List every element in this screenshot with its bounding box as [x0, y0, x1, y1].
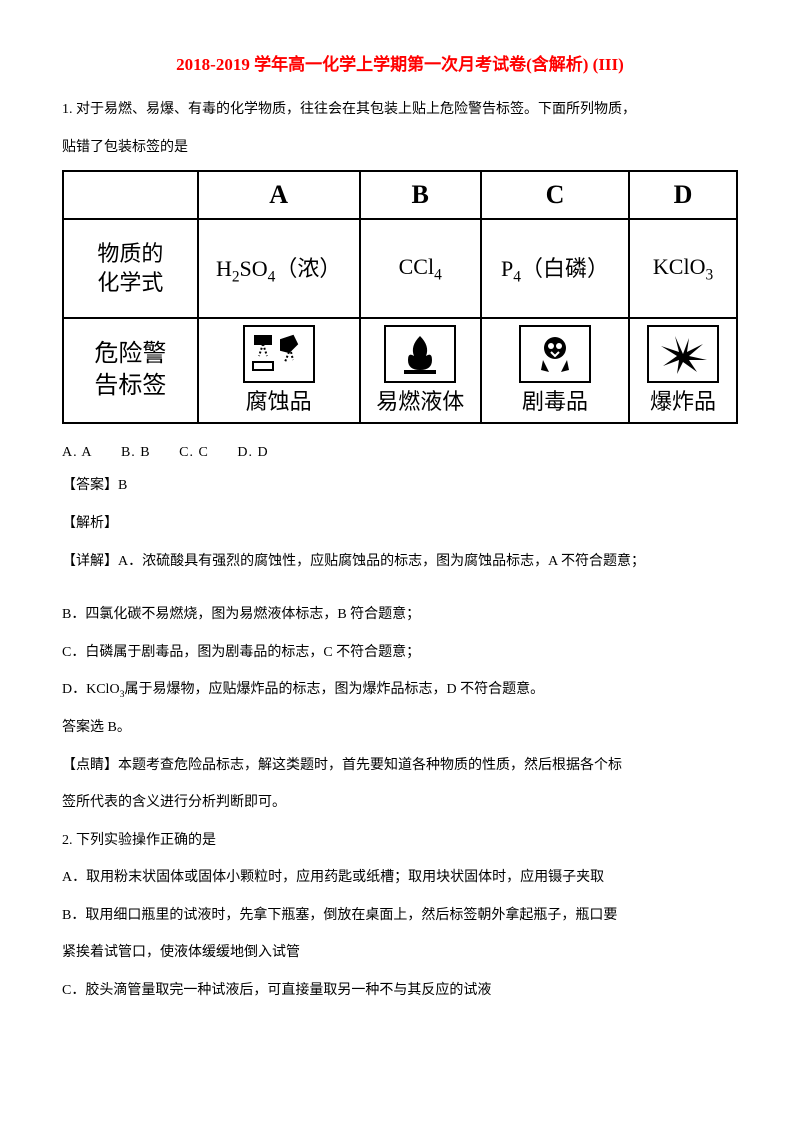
formula-b: CCl4 [360, 219, 481, 318]
answer: 【答案】B [62, 469, 738, 503]
hazard-cell-a: 腐蚀品 [198, 318, 360, 422]
hazard-c-label: 剧毒品 [486, 389, 624, 415]
detail-d: D．KClO3属于易爆物，应贴爆炸品的标志，图为爆炸品标志，D 不符合题意。 [62, 673, 738, 707]
header-d: D [629, 171, 737, 219]
hazard-cell-d: 爆炸品 [629, 318, 737, 422]
page-title: 2018-2019 学年高一化学上学期第一次月考试卷(含解析) (III) [62, 50, 738, 75]
hint-1: 【点睛】本题考查危险品标志，解这类题时，首先要知道各种物质的性质，然后根据各个标 [62, 749, 738, 783]
hazard-cell-c: 剧毒品 [481, 318, 629, 422]
question-1-line-2: 贴错了包装标签的是 [62, 131, 738, 165]
detail-b: B．四氯化碳不易燃烧，图为易燃液体标志，B 符合题意； [62, 598, 738, 632]
option-d: D. D [237, 445, 268, 460]
formula-label: 物质的 化学式 [63, 219, 198, 318]
formula-a: H2SO4（浓） [198, 219, 360, 318]
hazard-b-label: 易燃液体 [365, 389, 476, 415]
hazard-label-b: 告标签 [94, 373, 166, 399]
answer-selection: 答案选 B。 [62, 711, 738, 745]
hazard-cell-b: 易燃液体 [360, 318, 481, 422]
hazard-label-a: 危险警 [94, 341, 166, 367]
analysis: 【解析】 [62, 507, 738, 541]
detail-c: C．白磷属于剧毒品，图为剧毒品的标志，C 不符合题意； [62, 636, 738, 670]
flammable-icon [384, 325, 456, 383]
table-header-row: A B C D [63, 171, 737, 219]
option-b: B. B [121, 445, 151, 460]
header-b: B [360, 171, 481, 219]
explosive-icon [647, 325, 719, 383]
hint-2: 签所代表的含义进行分析判断即可。 [62, 786, 738, 820]
hazard-d-label: 爆炸品 [634, 389, 732, 415]
formula-label-a: 物质的 [97, 241, 163, 266]
question-2: 2. 下列实验操作正确的是 [62, 824, 738, 858]
corrosive-icon [243, 325, 315, 383]
formula-row: 物质的 化学式 H2SO4（浓） CCl4 P4（白磷） KClO3 [63, 219, 737, 318]
hazard-row: 危险警 告标签 腐蚀品 易燃液体 剧毒品 爆炸品 [63, 318, 737, 422]
options-line: A. A B. B C. C D. D [62, 436, 738, 470]
detail-a: 【详解】A．浓硫酸具有强烈的腐蚀性，应贴腐蚀品的标志，图为腐蚀品标志，A 不符合… [62, 545, 738, 579]
q2-option-c: C．胶头滴管量取完一种试液后，可直接量取另一种不与其反应的试液 [62, 974, 738, 1008]
formula-d: KClO3 [629, 219, 737, 318]
q2-option-a: A．取用粉末状固体或固体小颗粒时，应用药匙或纸槽；取用块状固体时，应用镊子夹取 [62, 861, 738, 895]
option-c: C. C [179, 445, 209, 460]
formula-label-b: 化学式 [97, 270, 163, 295]
q2-option-b-l2: 紧挨着试管口，使液体缓缓地倒入试管 [62, 936, 738, 970]
hazard-label: 危险警 告标签 [63, 318, 198, 422]
header-a: A [198, 171, 360, 219]
formula-c: P4（白磷） [481, 219, 629, 318]
hazard-table: A B C D 物质的 化学式 H2SO4（浓） CCl4 P4（白磷） KCl… [62, 170, 738, 424]
toxic-icon [519, 325, 591, 383]
q2-option-b-l1: B．取用细口瓶里的试液时，先拿下瓶塞，倒放在桌面上，然后标签朝外拿起瓶子，瓶口要 [62, 899, 738, 933]
header-empty [63, 171, 198, 219]
header-c: C [481, 171, 629, 219]
question-1-line-1: 1. 对于易燃、易爆、有毒的化学物质，往往会在其包装上贴上危险警告标签。下面所列… [62, 93, 738, 127]
hazard-a-label: 腐蚀品 [203, 389, 355, 415]
option-a: A. A [62, 445, 92, 460]
